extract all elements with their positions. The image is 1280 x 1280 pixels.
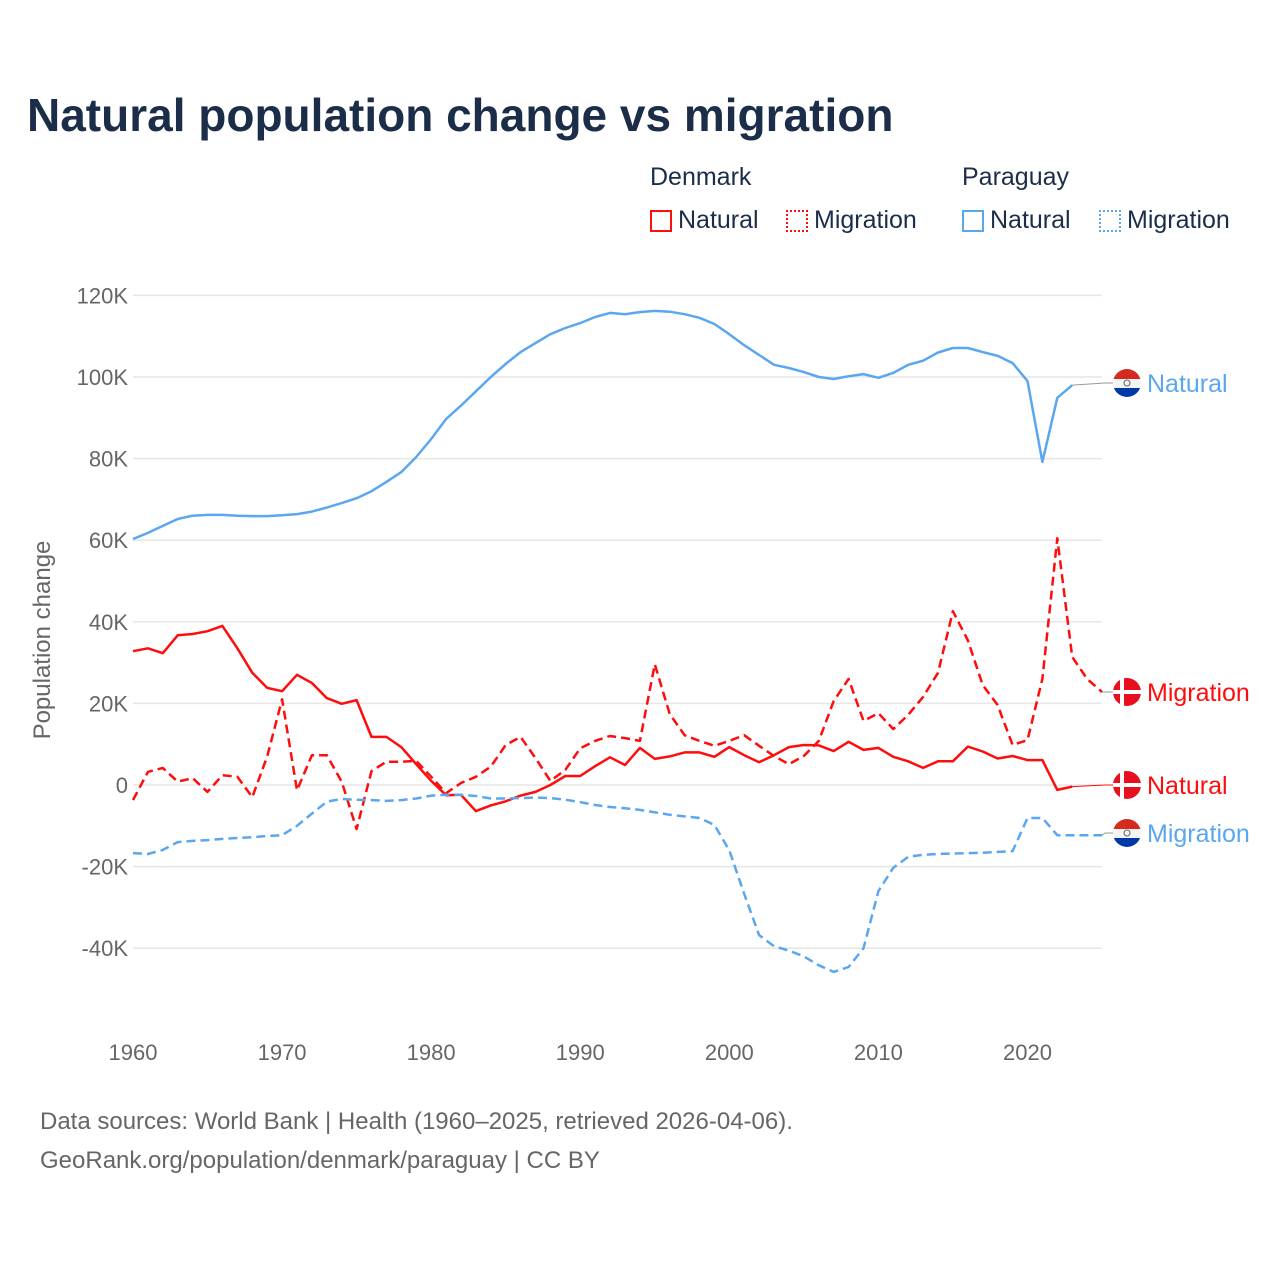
y-axis-label: Population change (29, 541, 56, 740)
legend-denmark-migration[interactable]: Migration (786, 206, 917, 235)
y-tick-label: 60K (89, 528, 128, 553)
flag-emblem (1123, 379, 1131, 387)
footer-sources: Data sources: World Bank | Health (1960–… (40, 1108, 793, 1135)
legend-paraguay-migration[interactable]: Migration (1099, 206, 1230, 235)
legend-paraguay-natural[interactable]: Natural (962, 206, 1071, 235)
y-tick-label: -20K (82, 855, 129, 880)
series-end-label: Natural (1147, 772, 1228, 800)
x-tick-label: 2020 (1003, 1040, 1052, 1065)
flag-cross-h (1113, 690, 1141, 694)
y-tick-label: 100K (77, 365, 129, 390)
denmark-flag-icon (1113, 771, 1141, 799)
x-tick-label: 1960 (109, 1040, 158, 1065)
series-end-label: Natural (1147, 370, 1228, 398)
series-end-label: Migration (1147, 679, 1250, 707)
y-tick-label: 40K (89, 610, 128, 635)
x-tick-label: 1990 (556, 1040, 605, 1065)
legend-denmark-natural[interactable]: Natural (650, 206, 759, 235)
legend-swatch-dotted (786, 209, 808, 232)
legend-group-denmark: Denmark (650, 163, 752, 191)
legend-label: Natural (678, 206, 759, 234)
series-line-denmark-migration (131, 536, 1103, 831)
flag-emblem (1123, 829, 1131, 837)
legend-swatch-solid (962, 209, 984, 232)
flag-white (1113, 379, 1141, 388)
y-tick-label: 80K (89, 447, 128, 472)
flag-blue (1113, 388, 1141, 397)
y-tick-label: 20K (89, 691, 128, 716)
flag-white (1113, 829, 1141, 838)
legend-label: Migration (814, 206, 917, 234)
series-line-paraguay-migration (132, 793, 1102, 974)
paraguay-flag-icon (1113, 369, 1141, 397)
y-tick-label: -40K (82, 936, 129, 961)
label-connector (1101, 832, 1113, 836)
series-line-paraguay-natural (132, 309, 1074, 541)
legend-swatch-dotted (1099, 209, 1121, 232)
label-connector (1072, 382, 1113, 386)
footer-link[interactable]: GeoRank.org/population/denmark/paraguay … (40, 1147, 600, 1174)
x-tick-label: 1970 (258, 1040, 307, 1065)
x-tick-label: 2010 (854, 1040, 903, 1065)
legend-label: Migration (1127, 206, 1230, 234)
legend-group-paraguay: Paraguay (962, 163, 1070, 191)
y-tick-label: 120K (77, 283, 129, 308)
flag-red (1113, 369, 1141, 379)
series-line-denmark-natural (132, 624, 1073, 813)
flag-blue (1113, 838, 1141, 847)
x-tick-label: 2000 (705, 1040, 754, 1065)
x-tick-label: 1980 (407, 1040, 456, 1065)
paraguay-flag-icon (1113, 819, 1141, 847)
label-connector (1072, 784, 1113, 788)
denmark-flag-icon (1113, 678, 1141, 706)
flag-red (1113, 819, 1141, 829)
legend-swatch-solid (650, 209, 672, 232)
legend-label: Natural (990, 206, 1071, 234)
y-tick-label: 0 (116, 773, 128, 798)
flag-cross-h (1113, 783, 1141, 787)
series-end-label: Migration (1147, 820, 1250, 848)
chart-title: Natural population change vs migration (27, 89, 894, 141)
